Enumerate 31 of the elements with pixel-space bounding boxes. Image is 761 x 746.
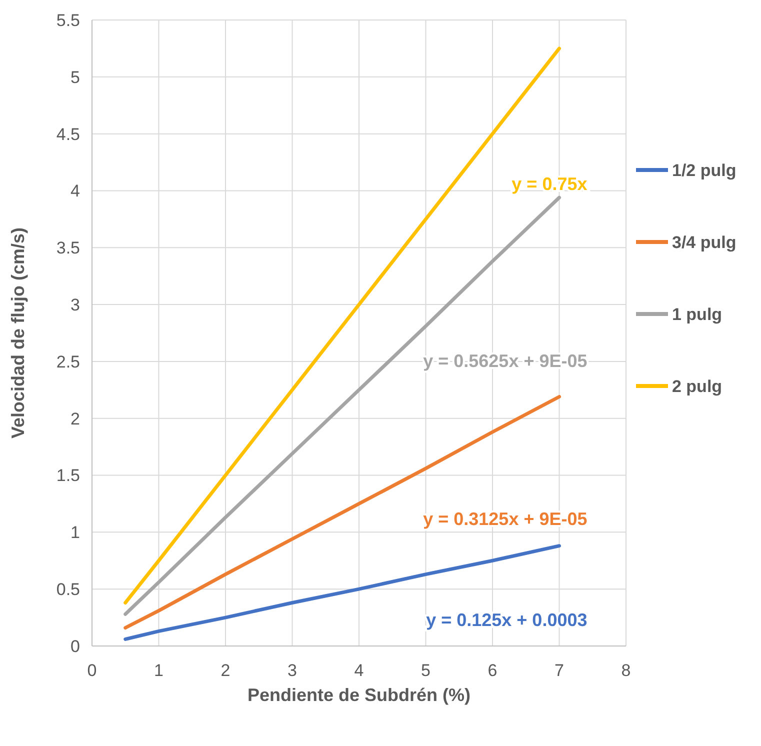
y-tick-label: 5 xyxy=(70,68,80,87)
y-tick-label: 2.5 xyxy=(56,352,80,372)
x-tick-label: 5 xyxy=(421,661,430,680)
y-tick-label: 1.5 xyxy=(56,466,80,486)
annotation: y = 0.3125x + 9E-05 xyxy=(423,509,588,530)
x-tick-label: 2 xyxy=(220,661,230,680)
x-tick-label: 0 xyxy=(87,661,97,680)
x-tick-label: 3 xyxy=(288,661,297,680)
y-tick-label: 4.5 xyxy=(56,124,80,144)
annotation: y = 0.5625x + 9E-05 xyxy=(423,350,588,371)
x-tick-label: 6 xyxy=(488,661,498,680)
y-tick-label: 5.5 xyxy=(56,10,80,30)
y-tick-label: 0.5 xyxy=(56,580,80,600)
annotation: y = 0.75x xyxy=(512,174,588,194)
x-axis-title: Pendiente de Subdrén (%) xyxy=(247,685,471,705)
x-tick-label: 1 xyxy=(154,661,164,680)
legend-label: 1/2 pulg xyxy=(672,160,736,180)
y-tick-label: 3.5 xyxy=(56,238,80,258)
y-tick-label: 0 xyxy=(70,636,80,656)
legend-label: 3/4 pulg xyxy=(672,232,736,252)
y-tick-label: 1 xyxy=(70,523,80,542)
y-tick-label: 2 xyxy=(70,409,80,428)
x-tick-label: 8 xyxy=(621,661,631,680)
legend-label: 2 pulg xyxy=(672,376,722,396)
y-tick-label: 4 xyxy=(70,182,80,201)
legend-label: 1 pulg xyxy=(672,304,722,324)
y-axis-title: Velocidad de flujo (cm/s) xyxy=(8,227,28,439)
x-tick-label: 4 xyxy=(354,661,364,680)
x-tick-label: 7 xyxy=(554,661,564,680)
annotation: y = 0.125x + 0.0003 xyxy=(426,610,588,630)
y-tick-label: 3 xyxy=(70,295,80,314)
